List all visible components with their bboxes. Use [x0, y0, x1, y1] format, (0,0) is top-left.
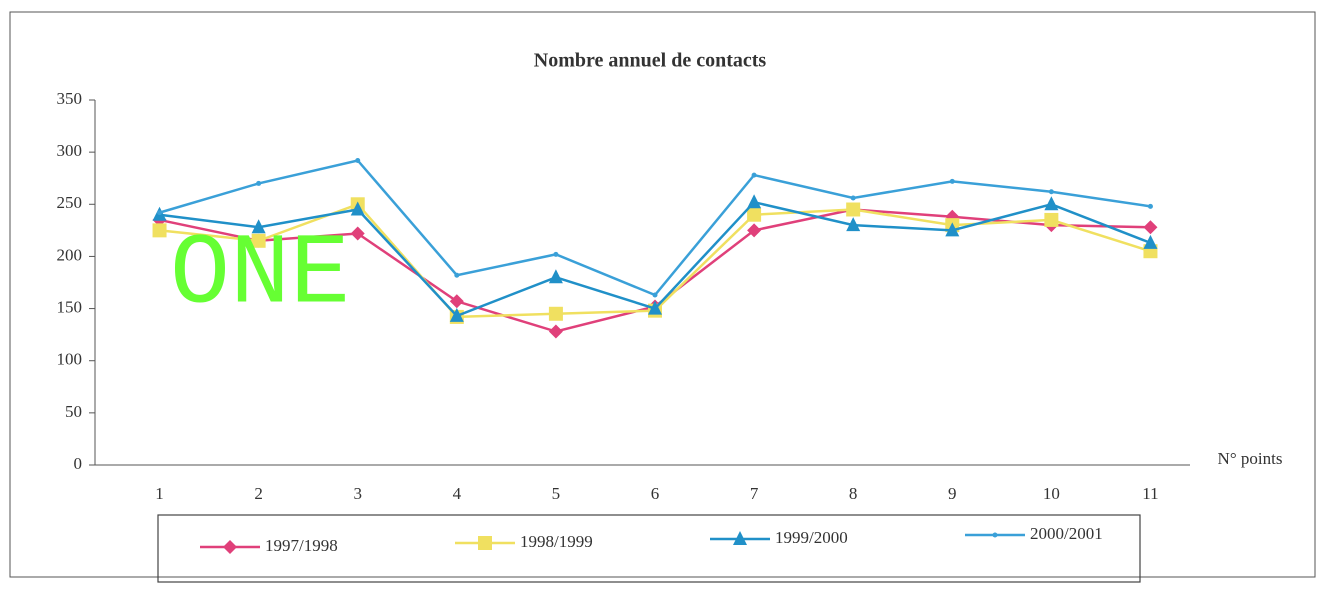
marker [751, 172, 757, 178]
marker [553, 251, 559, 257]
marker [1044, 196, 1059, 211]
x-tick-label: 9 [948, 484, 957, 503]
marker [350, 226, 365, 241]
x-tick-label: 1 [155, 484, 164, 503]
marker [652, 292, 658, 298]
marker [747, 194, 762, 209]
legend-label: 1997/1998 [265, 536, 338, 555]
x-axis-label: N° points [1218, 449, 1283, 468]
marker [449, 294, 464, 309]
y-tick-label: 300 [57, 141, 83, 160]
marker [355, 157, 361, 163]
x-tick-label: 3 [353, 484, 362, 503]
marker [945, 222, 960, 237]
chart-title: Nombre annuel de contacts [534, 50, 767, 72]
y-tick-label: 100 [57, 350, 83, 369]
marker [251, 233, 266, 248]
x-tick-label: 2 [254, 484, 263, 503]
legend-label: 1998/1999 [520, 532, 593, 551]
marker [251, 219, 266, 234]
marker [1143, 234, 1158, 249]
marker [157, 210, 163, 216]
x-tick-label: 10 [1043, 484, 1060, 503]
marker [548, 324, 563, 339]
marker [846, 217, 861, 232]
marker [1044, 212, 1059, 227]
x-tick-label: 7 [750, 484, 759, 503]
marker [747, 207, 762, 222]
marker [1143, 220, 1158, 235]
legend-box [157, 514, 1141, 583]
marker [1147, 203, 1153, 209]
y-tick-label: 0 [74, 454, 83, 473]
y-tick-label: 150 [57, 297, 83, 316]
marker [548, 306, 563, 321]
y-tick-label: 250 [57, 193, 83, 212]
marker [449, 307, 464, 322]
marker [850, 195, 856, 201]
marker [152, 223, 167, 238]
marker [256, 180, 262, 186]
legend-label: 2000/2001 [1030, 524, 1103, 543]
marker [1048, 189, 1054, 195]
marker [747, 223, 762, 238]
y-tick-label: 350 [57, 89, 83, 108]
x-tick-label: 6 [651, 484, 660, 503]
y-tick-label: 200 [57, 245, 83, 264]
y-tick-label: 50 [65, 402, 82, 421]
marker [648, 300, 662, 315]
watermark: ONE [170, 219, 350, 332]
x-tick-label: 5 [552, 484, 561, 503]
x-tick-label: 8 [849, 484, 858, 503]
marker [350, 201, 365, 216]
marker [548, 269, 563, 284]
chart-border [9, 11, 1316, 578]
marker [454, 272, 460, 278]
x-tick-label: 11 [1142, 484, 1158, 503]
legend-label: 1999/2000 [775, 528, 848, 547]
marker [949, 178, 955, 184]
x-tick-label: 4 [453, 484, 462, 503]
marker [846, 202, 861, 217]
